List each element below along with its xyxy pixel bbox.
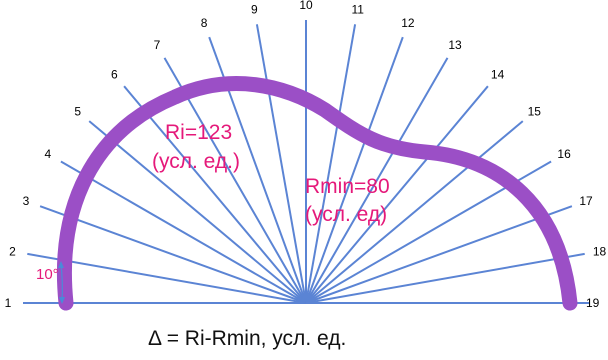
ray-18 bbox=[305, 252, 585, 304]
ray-14 bbox=[305, 85, 489, 304]
ray-label-4: 4 bbox=[45, 147, 52, 161]
ray-label-6: 6 bbox=[111, 68, 118, 82]
ri-unit-label: (усл. ед.) bbox=[152, 150, 240, 173]
ray-label-9: 9 bbox=[251, 3, 258, 17]
ray-5 bbox=[88, 120, 307, 304]
ray-label-3: 3 bbox=[23, 194, 30, 208]
ray-4 bbox=[60, 160, 307, 304]
ray-label-15: 15 bbox=[528, 104, 542, 118]
ray-label-7: 7 bbox=[154, 38, 161, 52]
ray-label-12: 12 bbox=[401, 16, 415, 30]
ray-label-10: 10 bbox=[299, 0, 313, 12]
ray-label-11: 11 bbox=[351, 3, 364, 17]
ray-15 bbox=[305, 120, 524, 304]
ray-label-17: 17 bbox=[579, 194, 593, 208]
rmin-label: Rmin=80 bbox=[305, 175, 390, 198]
ray-label-18: 18 bbox=[593, 244, 607, 258]
ray-2 bbox=[27, 252, 307, 304]
ray-label-16: 16 bbox=[557, 147, 571, 161]
ray-17 bbox=[305, 205, 573, 304]
rmin-unit-label: (усл. ед) bbox=[305, 203, 387, 226]
ray-label-8: 8 bbox=[201, 16, 208, 30]
radial-rays bbox=[23, 20, 589, 304]
ray-12 bbox=[305, 36, 404, 304]
ray-3 bbox=[39, 205, 307, 304]
arrowhead-up-icon bbox=[58, 261, 64, 268]
ray-label-14: 14 bbox=[491, 68, 505, 82]
ray-13 bbox=[305, 57, 449, 304]
ray-label-13: 13 bbox=[448, 38, 462, 52]
ray-11 bbox=[305, 24, 357, 304]
ray-label-5: 5 bbox=[74, 104, 81, 118]
ri-label: Ri=123 bbox=[165, 121, 232, 144]
ray-label-2: 2 bbox=[9, 244, 16, 258]
ray-label-1: 1 bbox=[5, 296, 12, 310]
ray-9 bbox=[255, 24, 307, 304]
angle-step-label: 10° bbox=[36, 266, 59, 283]
profile-curve bbox=[56, 76, 578, 311]
ray-label-19: 19 bbox=[586, 296, 600, 310]
arrowhead-down-icon bbox=[59, 297, 65, 304]
ray-6 bbox=[123, 85, 307, 304]
formula-text: Δ = Ri-Rmin, усл. ед. bbox=[148, 327, 346, 350]
